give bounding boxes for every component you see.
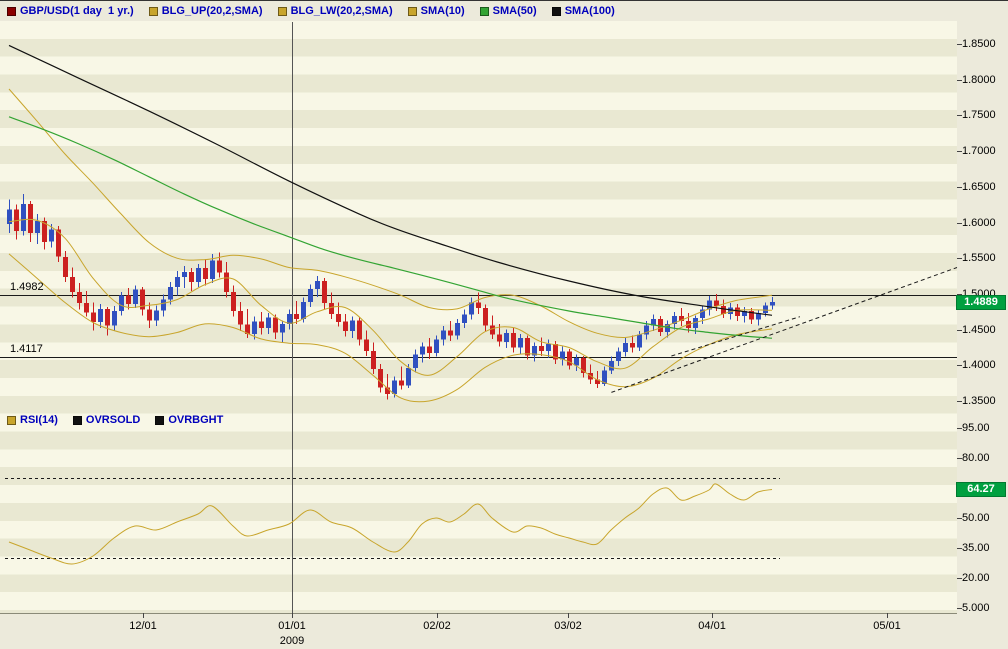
sma100-line [8, 44, 773, 316]
trendline-1 [611, 267, 958, 393]
trendline-2 [671, 316, 801, 357]
legend-label: BLG_LW(20,2,SMA) [290, 5, 393, 17]
legend-item-ovrsold: OVRSOLD [72, 414, 141, 426]
sma50-line [8, 116, 773, 339]
axis-tick-marks [143, 44, 962, 618]
legend-label: GBP/USD(1 day 1 yr.) [20, 5, 134, 17]
plot-background [0, 21, 957, 613]
legend-item-sma50: SMA(50) [479, 5, 537, 17]
rsi-line [8, 483, 773, 565]
legend-label: RSI(14) [20, 414, 58, 426]
legend-label: SMA(10) [420, 5, 465, 17]
bollinger-upper-line [8, 88, 773, 339]
legend-label: OVRBGHT [168, 414, 224, 426]
gbpusd-swatch-icon [7, 6, 16, 16]
bollinger-lower-line [8, 253, 773, 403]
rsi-value-badge: 64.27 [956, 482, 1006, 498]
legend-label: SMA(50) [492, 5, 537, 17]
sma10-swatch-icon [407, 6, 417, 16]
ovrsold-swatch-icon [72, 415, 82, 425]
main-legend: GBP/USD(1 day 1 yr.) BLG_UP(20,2,SMA) BLG_… [7, 4, 615, 18]
rsi-legend: RSI(14) OVRSOLD OVRBGHT [7, 413, 223, 427]
legend-item-gbpusd: GBP/USD(1 day 1 yr.) [7, 5, 134, 17]
legend-item-blg-lw: BLG_LW(20,2,SMA) [277, 5, 393, 17]
sma10-line [8, 218, 773, 376]
legend-item-sma10: SMA(10) [407, 5, 465, 17]
legend-item-sma100: SMA(100) [551, 5, 615, 17]
legend-label: BLG_UP(20,2,SMA) [161, 5, 263, 17]
last-price-badge: 1.4889 [956, 294, 1006, 310]
sma50-swatch-icon [479, 6, 489, 16]
sma100-swatch-icon [551, 6, 561, 16]
blg-up-swatch-icon [148, 6, 158, 16]
legend-label: OVRSOLD [85, 414, 141, 426]
blg-lw-swatch-icon [277, 6, 287, 16]
legend-item-blg-up: BLG_UP(20,2,SMA) [148, 5, 263, 17]
candles-layer [7, 193, 775, 400]
legend-item-ovrbght: OVRBGHT [155, 414, 223, 426]
legend-label: SMA(100) [564, 5, 615, 17]
ovrbght-swatch-icon [155, 415, 165, 425]
legend-item-rsi: RSI(14) [7, 414, 58, 426]
rsi-swatch-icon [7, 415, 16, 425]
